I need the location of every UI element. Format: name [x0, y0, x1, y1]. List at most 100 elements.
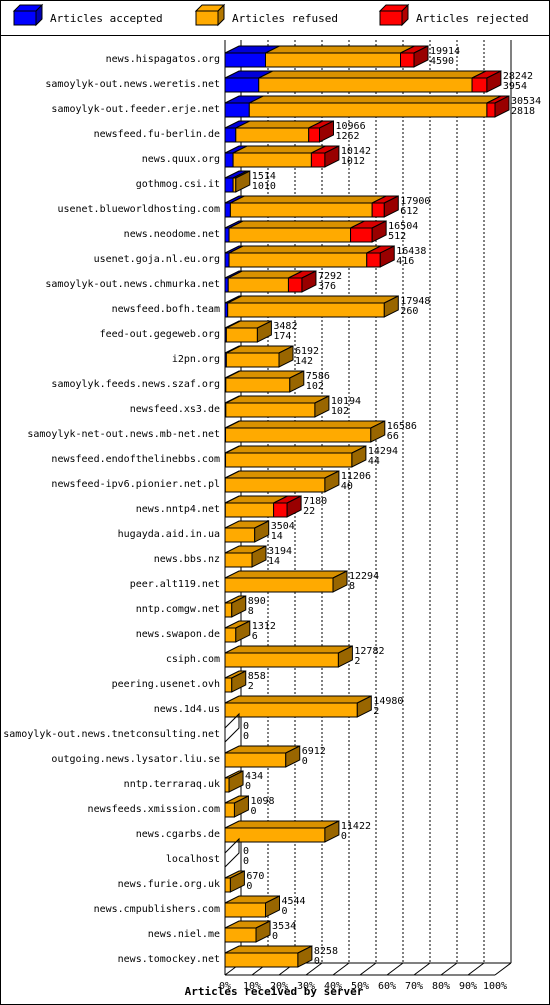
value-label-accepted: 2	[248, 681, 254, 692]
value-label-total: 16586	[387, 421, 417, 432]
row-label: samoylyk-out.news.weretis.net	[45, 79, 220, 90]
bar-segment-1	[224, 177, 234, 193]
row-label: feed-out.gegeweb.org	[100, 329, 220, 340]
bar-segment-3	[371, 202, 385, 218]
bar-side	[337, 645, 353, 668]
bar-top	[228, 245, 381, 254]
bar-side	[301, 270, 317, 293]
bar-top	[224, 820, 340, 829]
value-label-total: 4544	[282, 896, 306, 907]
value-label-total: 6192	[295, 346, 319, 357]
row-label: news.cgarbs.de	[136, 829, 220, 840]
value-label-accepted: 22	[303, 506, 315, 517]
value-label-accepted: 0	[245, 781, 251, 792]
bar-segment-2	[228, 227, 352, 243]
bar-segment-2	[224, 927, 257, 943]
row-label: hugayda.aid.in.ua	[118, 529, 220, 540]
x-tick-label: 40%	[324, 981, 342, 992]
row-label: usenet.blueworldhosting.com	[57, 204, 220, 215]
row-label: samoylyk-out.news.chmurka.net	[45, 279, 220, 290]
legend-swatch	[379, 10, 403, 26]
value-label-total: 10142	[341, 146, 371, 157]
value-label-total: 7586	[306, 371, 330, 382]
value-label-total: 890	[248, 596, 266, 607]
x-tick-label: 90%	[459, 981, 477, 992]
bar-segment-2	[225, 377, 291, 393]
bar-side	[231, 670, 247, 693]
bar-side	[285, 745, 301, 768]
legend-label: Articles rejected	[416, 12, 529, 25]
bar-segment-2	[224, 502, 275, 518]
bar-segment-1	[224, 202, 231, 218]
value-label-total: 16504	[388, 221, 418, 232]
legend-item-2: Articles refused	[194, 3, 338, 27]
row-label: news.bbs.nz	[154, 554, 220, 565]
bar-segment-2	[225, 352, 280, 368]
bar-segment-2	[224, 952, 299, 968]
bar-side	[251, 545, 267, 568]
row-label: news.furie.org.uk	[118, 879, 220, 890]
legend-item-1: Articles accepted	[12, 3, 163, 27]
value-label-total: 28242	[503, 71, 533, 82]
row-label: samoylyk.feeds.news.szaf.org	[51, 379, 220, 390]
floor-line	[467, 962, 485, 976]
bar-side	[383, 295, 399, 318]
row-label: news.hispagatos.org	[106, 54, 220, 65]
value-label-accepted: 2818	[511, 106, 535, 117]
bar-side	[235, 170, 251, 193]
x-tick-label: 30%	[297, 981, 315, 992]
bar-top	[224, 695, 372, 704]
row-label: news.1d4.us	[154, 704, 220, 715]
row-label: nntp.terraraq.uk	[124, 779, 220, 790]
bar-side	[356, 695, 372, 718]
floor-line	[386, 962, 404, 976]
value-label-accepted: 14	[271, 531, 283, 542]
bar-segment-1	[224, 77, 260, 93]
bar-side	[351, 445, 367, 468]
bar-segment-2	[227, 277, 289, 293]
bar-side	[371, 220, 387, 243]
row-label: newsfeeds.xmission.com	[88, 804, 220, 815]
bar-side	[255, 920, 271, 943]
bar-row: samoylyk-out.news.tnetconsulting.net 00	[3, 712, 249, 744]
value-label-accepted: 612	[400, 206, 418, 217]
value-label-total: 12294	[349, 571, 379, 582]
value-label-total: 14980	[373, 696, 403, 707]
bar-side	[233, 795, 249, 818]
bar-side	[314, 395, 330, 418]
row-label: news.swapon.de	[136, 629, 220, 640]
value-label-accepted: 0	[341, 831, 347, 842]
bar-side	[235, 620, 251, 643]
value-label-total: 434	[245, 771, 263, 782]
bar-top	[224, 645, 353, 654]
bar-segment-2	[248, 102, 488, 118]
floor-line	[494, 962, 512, 976]
bar-side	[229, 870, 245, 893]
bar-segment-2	[224, 702, 358, 718]
value-label-accepted: 0	[314, 956, 320, 967]
x-tick-label: 10%	[243, 981, 261, 992]
value-label-total: 0	[243, 721, 249, 732]
value-label-total: 30534	[511, 96, 541, 107]
value-label-total: 3194	[268, 546, 292, 557]
value-label-total: 7292	[318, 271, 342, 282]
bar-side	[256, 320, 272, 343]
bar-segment-2	[224, 527, 256, 543]
value-label-accepted: 0	[243, 856, 249, 867]
value-label-accepted: 8	[248, 606, 254, 617]
bar-segment-2	[225, 327, 258, 343]
bar-segment-2	[224, 602, 233, 618]
value-label-accepted: 376	[318, 281, 336, 292]
bar-segment-1	[224, 52, 266, 68]
floor-line	[332, 962, 350, 976]
